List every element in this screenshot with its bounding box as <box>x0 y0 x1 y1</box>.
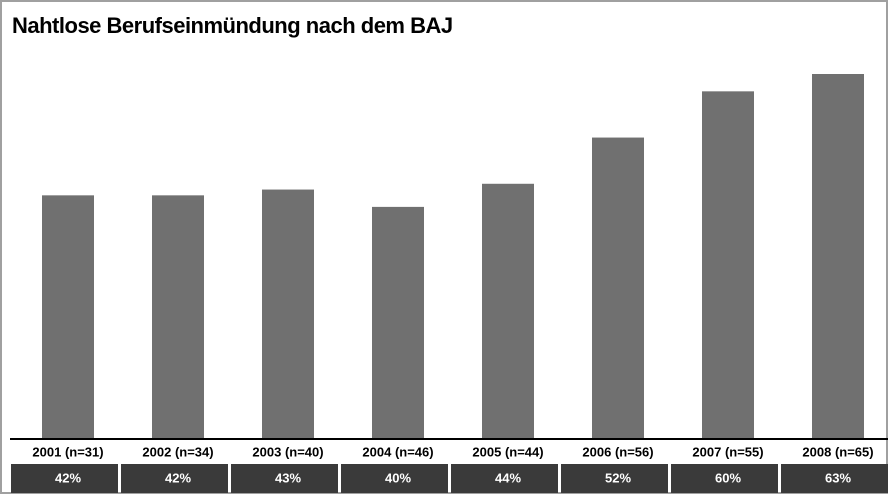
x-tick-label: 2006 (n=56) <box>582 444 653 459</box>
x-tick-label: 2005 (n=44) <box>472 444 543 459</box>
value-label: 60% <box>715 470 741 485</box>
value-label: 52% <box>605 470 631 485</box>
value-cell <box>341 464 448 493</box>
value-label: 42% <box>55 470 81 485</box>
x-tick-label: 2001 (n=31) <box>32 444 103 459</box>
value-label: 44% <box>495 470 521 485</box>
value-label: 40% <box>385 470 411 485</box>
value-cell <box>451 464 558 493</box>
chart-title: Nahtlose Berufseinmündung nach dem BAJ <box>12 13 453 38</box>
x-tick-label: 2002 (n=34) <box>142 444 213 459</box>
value-label: 43% <box>275 470 301 485</box>
bar <box>152 195 204 438</box>
value-label: 63% <box>825 470 851 485</box>
bar <box>42 195 94 438</box>
bar <box>592 137 644 439</box>
bar <box>482 183 534 438</box>
bar <box>372 206 424 438</box>
x-tick-label: 2007 (n=55) <box>692 444 763 459</box>
value-cell <box>781 464 888 493</box>
x-tick-label: 2004 (n=46) <box>362 444 433 459</box>
value-cell <box>11 464 118 493</box>
value-cell <box>121 464 228 493</box>
value-cell <box>671 464 778 493</box>
value-label: 42% <box>165 470 191 485</box>
x-tick-label: 2003 (n=40) <box>252 444 323 459</box>
bar <box>262 189 314 438</box>
bar <box>812 74 864 438</box>
x-tick-label: 2008 (n=65) <box>802 444 873 459</box>
value-cell <box>231 464 338 493</box>
value-cell <box>561 464 668 493</box>
bar <box>702 91 754 438</box>
